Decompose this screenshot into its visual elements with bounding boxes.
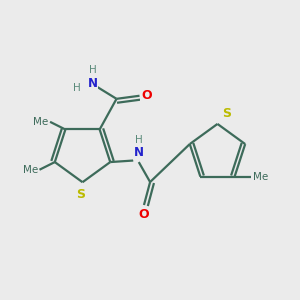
Text: Me: Me (33, 117, 49, 127)
Text: Me: Me (22, 165, 38, 175)
Text: O: O (139, 208, 149, 221)
Text: N: N (134, 146, 144, 159)
Text: O: O (141, 89, 152, 102)
Text: S: S (76, 188, 85, 201)
Text: Me: Me (253, 172, 268, 182)
Text: H: H (73, 83, 80, 93)
Text: N: N (88, 77, 98, 90)
Text: H: H (89, 65, 97, 75)
Text: H: H (135, 135, 142, 145)
Text: S: S (222, 107, 231, 120)
